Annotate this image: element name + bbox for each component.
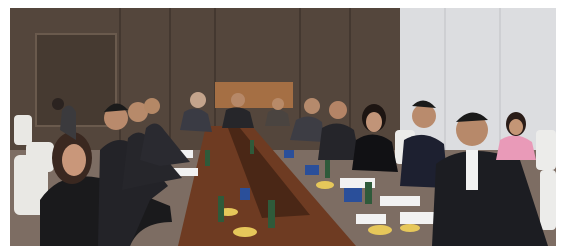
- meeting-photo: [0, 0, 564, 251]
- page: [0, 0, 564, 251]
- photo: [10, 8, 556, 246]
